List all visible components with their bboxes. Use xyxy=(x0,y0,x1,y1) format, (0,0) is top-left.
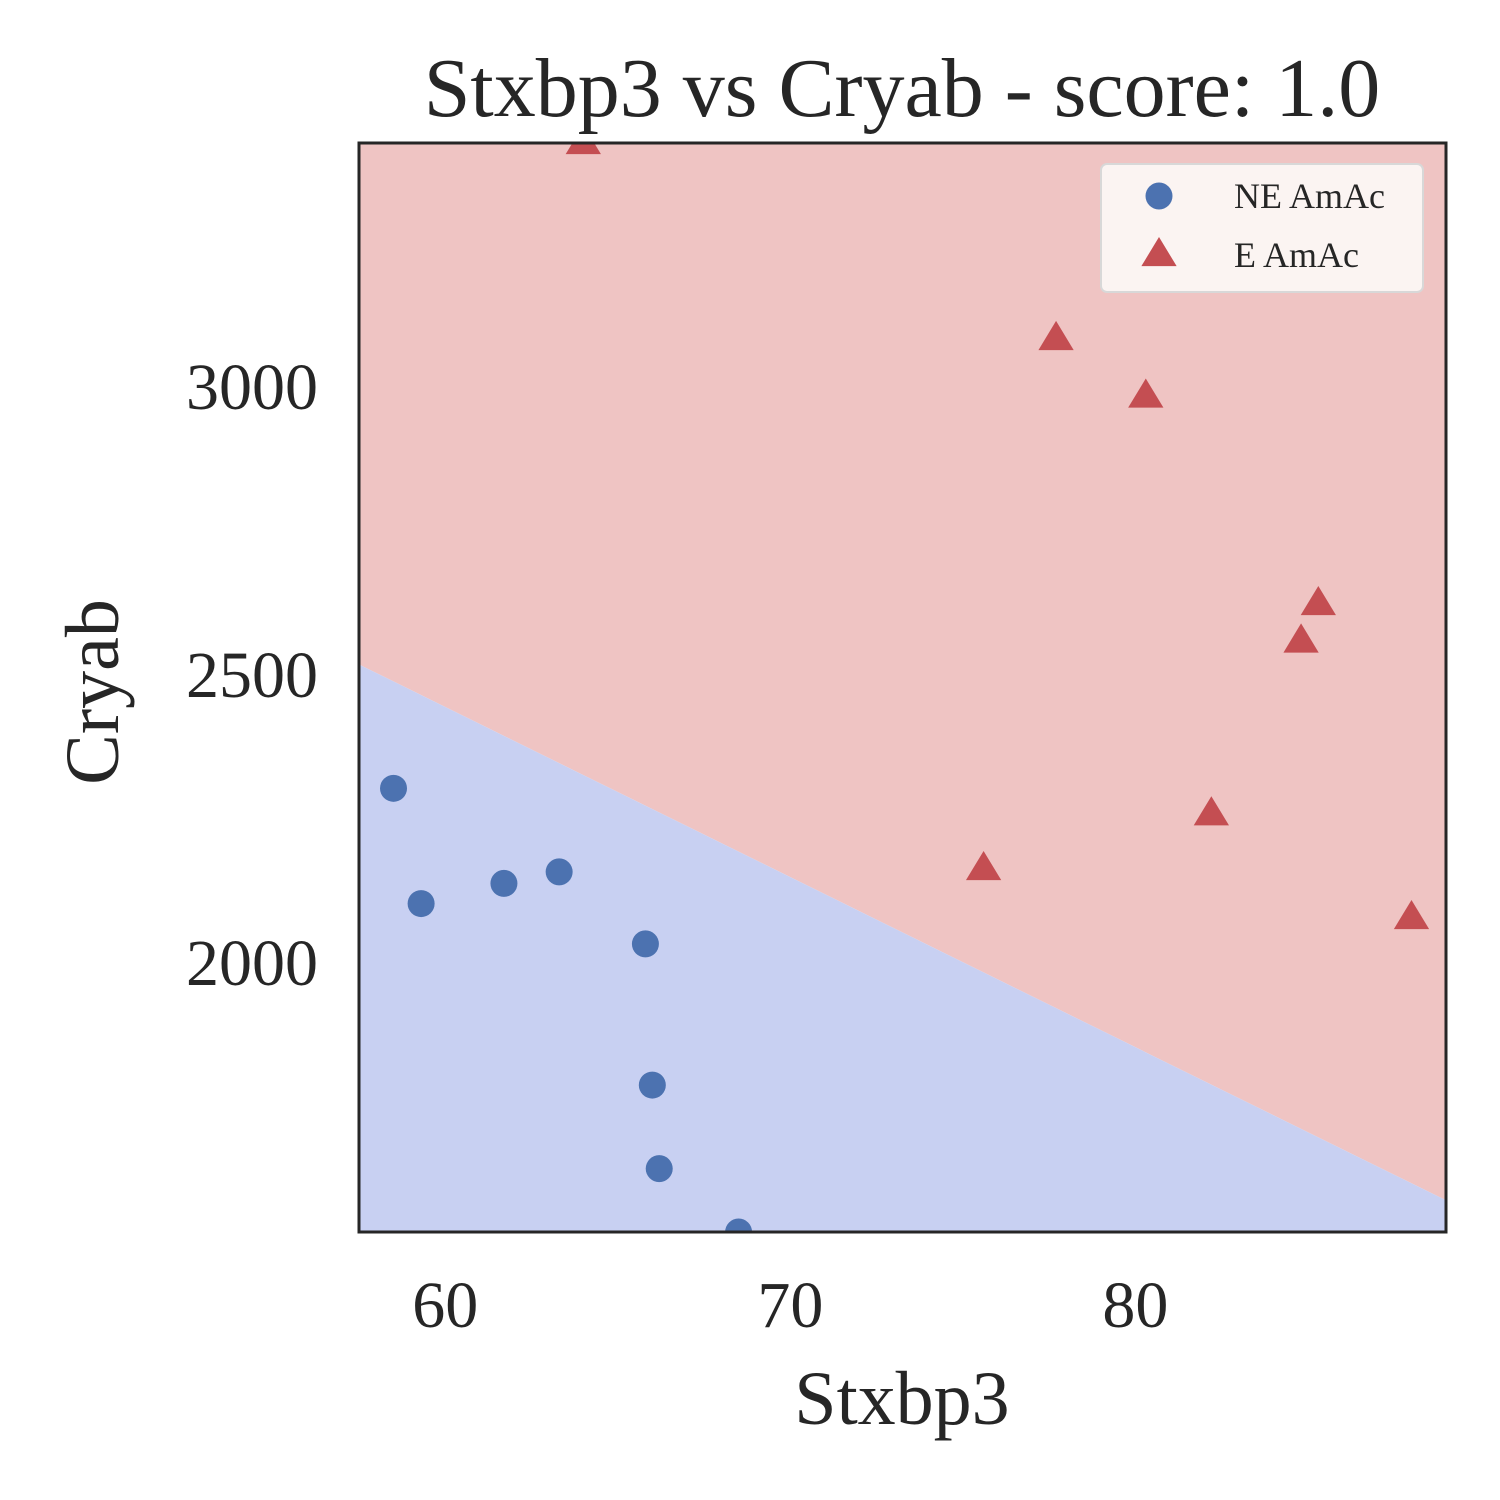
ne-amac-point-1 xyxy=(380,774,408,802)
ne-amac-point-7 xyxy=(645,1155,673,1183)
ne-amac-point-4 xyxy=(545,858,573,886)
plot-area xyxy=(359,143,1446,1232)
e-amac-point-7 xyxy=(1300,585,1336,616)
decision-region-ne-amac xyxy=(359,664,1446,1232)
y-axis-label: Cryab xyxy=(51,599,135,785)
decision-region-e-amac xyxy=(359,143,1446,1201)
ne-amac-point-6 xyxy=(638,1071,666,1099)
ne-amac-point-3 xyxy=(490,869,518,897)
legend: NE AmAc E AmAc xyxy=(1100,163,1424,293)
plot-frame xyxy=(357,141,1448,1234)
chart-title: Stxbp3 vs Cryab - score: 1.0 xyxy=(424,42,1381,135)
y-tick-label-3000: 3000 xyxy=(186,351,318,424)
x-axis-ticks: 60 70 80 xyxy=(412,1269,1168,1342)
ne-amac-point-8 xyxy=(725,1218,753,1232)
e-amac-point-2 xyxy=(1038,320,1074,351)
e-amac-point-5 xyxy=(1193,796,1229,826)
x-tick-label-80: 80 xyxy=(1102,1269,1168,1342)
y-axis-ticks: 2000 2500 3000 xyxy=(186,351,318,1000)
e-amac-point-3 xyxy=(1128,378,1164,408)
legend-label-e-amac: E AmAc xyxy=(1234,235,1359,275)
legend-marker-ne-amac xyxy=(1145,182,1173,210)
ne-amac-point-2 xyxy=(407,890,435,918)
x-tick-label-60: 60 xyxy=(412,1269,478,1342)
y-tick-label-2500: 2500 xyxy=(186,639,318,712)
legend-label-ne-amac: NE AmAc xyxy=(1234,176,1385,216)
e-amac-point-6 xyxy=(1283,623,1319,653)
x-axis-label: Stxbp3 xyxy=(794,1357,1009,1441)
y-tick-label-2000: 2000 xyxy=(186,927,318,1000)
ne-amac-point-5 xyxy=(631,930,659,958)
legend-box xyxy=(1100,163,1424,293)
e-amac-point-4 xyxy=(965,851,1002,881)
e-amac-point-1 xyxy=(565,143,601,155)
x-tick-label-70: 70 xyxy=(757,1269,823,1342)
legend-marker-e-amac xyxy=(1141,237,1177,267)
e-amac-point-8 xyxy=(1393,899,1430,930)
